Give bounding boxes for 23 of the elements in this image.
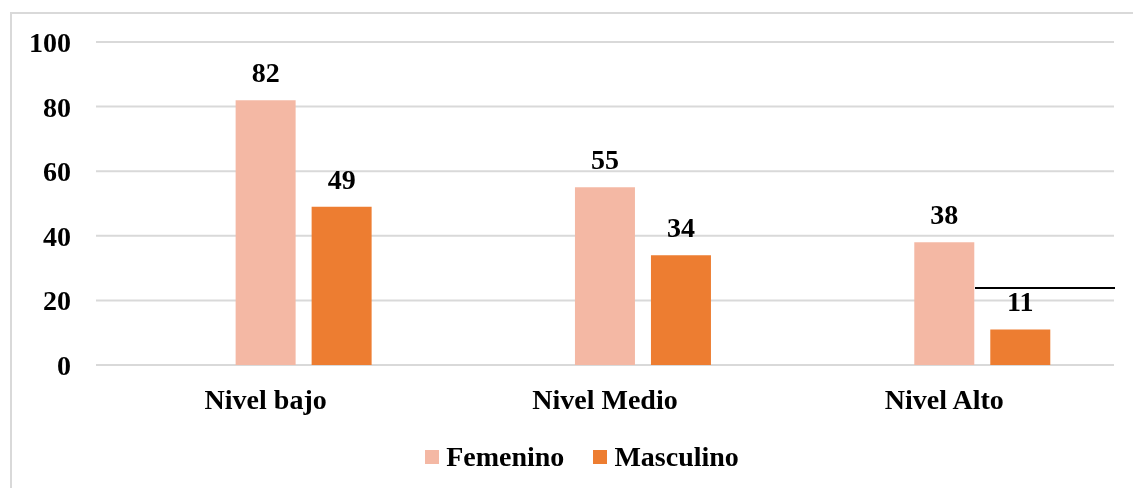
y-tick-label: 40 xyxy=(43,220,71,252)
data-label: 82 xyxy=(251,57,280,89)
y-tick-label: 20 xyxy=(43,285,71,317)
x-tick-label: Nivel bajo xyxy=(204,383,327,415)
x-tick-label: Nivel Alto xyxy=(884,383,1004,415)
bar xyxy=(574,187,635,365)
legend-label: Femenino xyxy=(446,441,565,473)
y-tick-label: 60 xyxy=(43,156,71,188)
bar xyxy=(650,255,711,365)
data-label: 55 xyxy=(590,144,619,176)
bar xyxy=(990,329,1051,365)
bar xyxy=(914,242,975,365)
bar xyxy=(235,100,296,365)
data-label: 34 xyxy=(666,212,695,244)
legend-label: Masculino xyxy=(614,441,739,473)
y-tick-label: 100 xyxy=(29,26,71,58)
x-tick-label: Nivel Medio xyxy=(532,383,678,415)
data-label: 49 xyxy=(327,163,356,195)
bar xyxy=(311,206,372,365)
y-tick-label: 0 xyxy=(57,349,71,381)
y-tick-label: 80 xyxy=(43,91,71,123)
data-label: 38 xyxy=(930,199,959,231)
data-label: 11 xyxy=(1007,286,1034,318)
